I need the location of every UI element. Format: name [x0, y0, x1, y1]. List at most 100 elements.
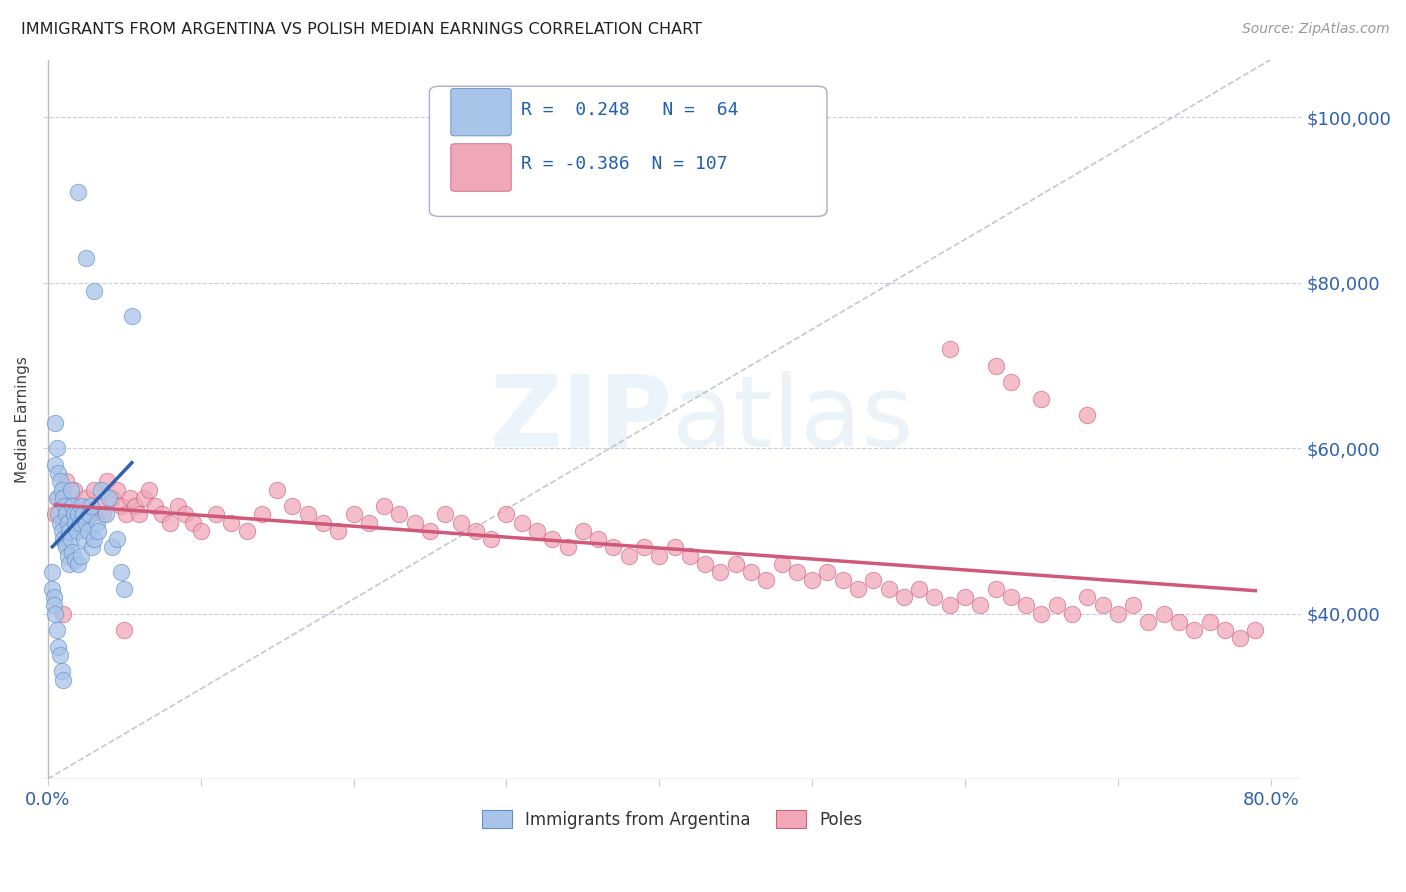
Point — [46, 491, 69, 505]
Point — [112, 582, 135, 596]
Point — [373, 499, 395, 513]
Point — [1076, 590, 1098, 604]
FancyBboxPatch shape — [451, 88, 512, 136]
FancyBboxPatch shape — [451, 144, 512, 191]
Point — [67, 508, 90, 522]
Point — [72, 499, 94, 513]
Point — [138, 483, 160, 497]
Point — [55, 508, 77, 522]
Point — [166, 499, 188, 513]
Point — [120, 491, 142, 505]
Point — [52, 532, 75, 546]
Point — [101, 541, 124, 555]
Point — [66, 508, 89, 522]
Point — [49, 475, 72, 489]
Point — [342, 508, 364, 522]
Point — [132, 491, 155, 505]
Point — [510, 516, 533, 530]
Point — [48, 466, 70, 480]
Point — [83, 284, 105, 298]
Point — [893, 590, 915, 604]
Point — [602, 541, 624, 555]
Point — [67, 185, 90, 199]
Point — [877, 582, 900, 596]
Point — [69, 516, 91, 530]
Point — [938, 342, 960, 356]
Point — [984, 582, 1007, 596]
Point — [44, 508, 66, 522]
Text: R =  0.248   N =  64: R = 0.248 N = 64 — [522, 101, 738, 119]
Text: ZIP: ZIP — [489, 371, 672, 467]
Point — [724, 557, 747, 571]
Point — [77, 508, 100, 522]
Point — [75, 491, 97, 505]
Point — [1137, 615, 1160, 629]
Point — [49, 516, 72, 530]
Point — [112, 623, 135, 637]
Point — [41, 582, 63, 596]
Point — [53, 499, 76, 513]
Point — [1122, 599, 1144, 613]
Point — [58, 524, 80, 538]
Point — [1015, 599, 1038, 613]
Point — [924, 590, 946, 604]
Point — [984, 359, 1007, 373]
Point — [1000, 590, 1022, 604]
Point — [586, 532, 609, 546]
Point — [450, 516, 472, 530]
Point — [404, 516, 426, 530]
Point — [1091, 599, 1114, 613]
Point — [297, 508, 319, 522]
Text: atlas: atlas — [672, 371, 914, 467]
Point — [51, 665, 73, 679]
Point — [51, 524, 73, 538]
Point — [97, 491, 120, 505]
Point — [679, 549, 702, 563]
Point — [60, 499, 83, 513]
Point — [51, 483, 73, 497]
Point — [464, 524, 486, 538]
Point — [815, 565, 838, 579]
Point — [633, 541, 655, 555]
Point — [953, 590, 976, 604]
Point — [388, 508, 411, 522]
Point — [70, 499, 93, 513]
Point — [91, 508, 114, 522]
Text: R = -0.386  N = 107: R = -0.386 N = 107 — [522, 155, 728, 173]
Point — [831, 574, 853, 588]
Point — [557, 541, 579, 555]
Point — [205, 508, 228, 522]
Point — [65, 553, 87, 567]
Point — [938, 599, 960, 613]
Point — [86, 516, 108, 530]
Point — [46, 441, 69, 455]
Point — [75, 251, 97, 265]
Point — [541, 532, 564, 546]
Point — [617, 549, 640, 563]
Point — [312, 516, 335, 530]
Point — [572, 524, 595, 538]
Point — [1168, 615, 1191, 629]
Point — [1153, 607, 1175, 621]
Point — [96, 475, 118, 489]
Point — [121, 309, 143, 323]
Point — [1213, 623, 1236, 637]
Point — [152, 508, 174, 522]
Point — [44, 417, 66, 431]
Point — [419, 524, 441, 538]
Point — [755, 574, 778, 588]
Point — [105, 532, 128, 546]
Point — [174, 508, 197, 522]
Point — [648, 549, 671, 563]
Point — [87, 524, 110, 538]
Point — [1046, 599, 1069, 613]
Point — [83, 532, 105, 546]
Point — [664, 541, 686, 555]
Point — [62, 508, 84, 522]
Point — [87, 499, 110, 513]
Point — [110, 565, 132, 579]
Point — [79, 508, 101, 522]
Point — [42, 590, 65, 604]
Point — [82, 541, 104, 555]
Point — [52, 516, 75, 530]
